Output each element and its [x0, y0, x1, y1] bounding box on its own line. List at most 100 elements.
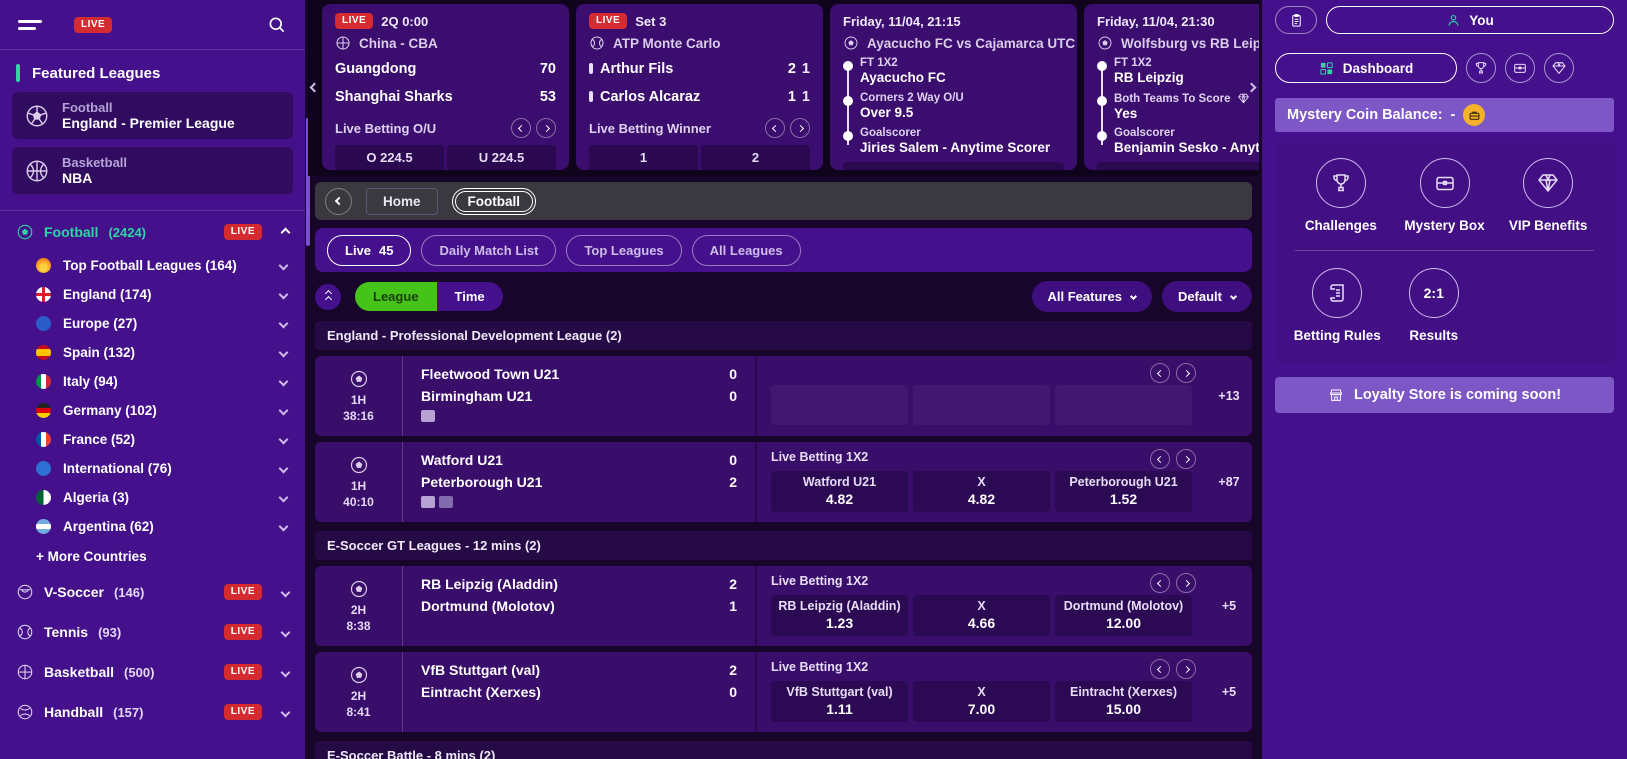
sidebar-item-spain[interactable]: Spain (132) [0, 338, 305, 367]
total-odds-button[interactable]: 5.14 [1097, 162, 1259, 170]
sort-by-time-button[interactable]: Time [436, 282, 503, 311]
market-next-icon[interactable] [790, 118, 810, 138]
match-stats-icon[interactable] [421, 410, 435, 422]
breadcrumb-home[interactable]: Home [366, 187, 438, 215]
sidebar-item-football[interactable]: Football (2424) LIVE [0, 211, 305, 251]
more-markets-button[interactable]: +13 [1218, 389, 1240, 403]
prematch-card-wolfsburg[interactable]: Friday, 11/04, 21:30 Wolfsburg vs RB Lei… [1084, 4, 1259, 170]
market-prev-icon[interactable] [1150, 449, 1170, 469]
live-card-china-cba[interactable]: LIVE 2Q 0:00 China - CBA Guangdong 70 Sha… [322, 4, 569, 170]
chevron-down-icon[interactable] [278, 434, 289, 445]
sidebar-item-france[interactable]: France (52) [0, 425, 305, 454]
challenges-item[interactable]: Challenges [1289, 158, 1393, 233]
odds-button[interactable]: Peterborough U21 1.52 [1055, 471, 1192, 512]
odds-button[interactable]: 11.70 [589, 145, 698, 170]
featured-league-premier-league[interactable]: Football England - Premier League [12, 92, 293, 139]
chevron-down-icon[interactable] [278, 521, 289, 532]
chevron-down-icon[interactable] [280, 587, 291, 597]
chevron-down-icon[interactable] [278, 347, 289, 358]
mystery-box-item[interactable]: Mystery Box [1393, 158, 1497, 233]
vip-benefits-item[interactable]: VIP Benefits [1496, 158, 1600, 233]
carousel-next-icon[interactable] [1246, 78, 1257, 96]
live-card-atp-monte-carlo[interactable]: LIVE Set 3 ATP Monte Carlo Arthur Fils 2 1… [576, 4, 823, 170]
market-next-icon[interactable] [1176, 363, 1196, 383]
odds-button[interactable]: VfB Stuttgart (val) 1.11 [771, 681, 908, 722]
chevron-down-icon[interactable] [280, 627, 291, 637]
back-button[interactable] [325, 187, 352, 215]
match-tracker-icon[interactable] [439, 496, 453, 508]
breadcrumb-current-football[interactable]: Football [451, 187, 537, 215]
sidebar-item-england[interactable]: England (174) [0, 280, 305, 309]
market-prev-icon[interactable] [511, 118, 531, 138]
chevron-down-icon[interactable] [278, 492, 289, 503]
tab-live[interactable]: Live 45 [327, 234, 412, 266]
sort-by-league-button[interactable]: League [355, 282, 437, 311]
chevron-up-icon[interactable] [280, 227, 291, 237]
market-prev-icon[interactable] [1150, 659, 1170, 679]
chevron-down-icon[interactable] [280, 667, 291, 677]
sidebar-item-handball[interactable]: Handball (157) LIVE [0, 692, 305, 732]
more-markets-button[interactable]: +5 [1221, 599, 1237, 613]
chevron-down-icon[interactable] [278, 463, 289, 474]
collapse-all-button[interactable] [315, 283, 341, 310]
odds-button[interactable]: X 7.00 [913, 681, 1050, 722]
all-features-dropdown[interactable]: All Features [1031, 281, 1152, 312]
sidebar-item-italy[interactable]: Italy (94) [0, 367, 305, 396]
sidebar-item-algeria[interactable]: Algeria (3) [0, 483, 305, 512]
more-markets-button[interactable]: +5 [1221, 685, 1237, 699]
sidebar-item-top-football-leagues[interactable]: Top Football Leagues (164) [0, 251, 305, 280]
odds-button[interactable]: RB Leipzig (Aladdin) 1.23 [771, 595, 908, 636]
market-prev-icon[interactable] [1150, 573, 1170, 593]
odds-button[interactable]: 22.20 [701, 145, 810, 170]
results-item[interactable]: 2:1 Results [1386, 268, 1483, 343]
mystery-box-shortcut-button[interactable] [1505, 53, 1535, 83]
more-markets-button[interactable]: +87 [1218, 475, 1240, 489]
odds-button[interactable]: O 224.5 1.81 [335, 145, 444, 170]
odds-button[interactable]: U 224.5 1.85 [447, 145, 556, 170]
sidebar-item-argentina[interactable]: Argentina (62) [0, 512, 305, 541]
sidebar-item-tennis[interactable]: Tennis (93) LIVE [0, 612, 305, 652]
league-group-header[interactable]: E-Soccer Battle - 8 mins (2) [315, 741, 1252, 759]
market-next-icon[interactable] [1176, 573, 1196, 593]
match-row-leipzig-dortmund[interactable]: 2H 8:38 RB Leipzig (Aladdin) 2 Dortmund (… [315, 566, 1252, 646]
market-next-icon[interactable] [1176, 659, 1196, 679]
chevron-down-icon[interactable] [278, 405, 289, 416]
odds-button[interactable]: Watford U21 4.82 [771, 471, 908, 512]
tab-daily-match-list[interactable]: Daily Match List [421, 234, 557, 266]
odds-button[interactable]: X 4.82 [913, 471, 1050, 512]
challenges-shortcut-button[interactable] [1466, 53, 1496, 83]
match-row-fleetwood-birmingham[interactable]: 1H 38:16 Fleetwood Town U21 0 Birmingham … [315, 356, 1252, 436]
carousel-prev-icon[interactable] [309, 78, 320, 96]
market-next-icon[interactable] [1176, 449, 1196, 469]
odds-button[interactable]: X 4.66 [913, 595, 1050, 636]
sidebar-item-germany[interactable]: Germany (102) [0, 396, 305, 425]
match-row-watford-peterborough[interactable]: 1H 40:10 Watford U21 0 Peterborough U21 2 … [315, 442, 1252, 522]
you-button[interactable]: You [1326, 6, 1614, 34]
chevron-down-icon[interactable] [278, 318, 289, 329]
sidebar-item-international[interactable]: International (76) [0, 454, 305, 483]
scrollbar-thumb[interactable] [306, 118, 310, 246]
tab-top-leagues[interactable]: Top Leagues [566, 234, 682, 266]
chevron-down-icon[interactable] [278, 376, 289, 387]
league-group-header[interactable]: E-Soccer GT Leagues - 12 mins (2) [315, 531, 1252, 560]
sidebar-item-v-soccer[interactable]: V-Soccer (146) LIVE [0, 572, 305, 612]
league-group-header[interactable]: England - Professional Development Leagu… [315, 321, 1252, 350]
match-row-stuttgart-eintracht[interactable]: 2H 8:41 VfB Stuttgart (val) 2 Eintracht (… [315, 652, 1252, 732]
betting-rules-item[interactable]: Betting Rules [1289, 268, 1386, 343]
market-prev-icon[interactable] [1150, 363, 1170, 383]
more-countries-button[interactable]: + More Countries [36, 549, 147, 564]
market-next-icon[interactable] [536, 118, 556, 138]
odds-button[interactable]: Dortmund (Molotov) 12.00 [1055, 595, 1192, 636]
sidebar-item-basketball[interactable]: Basketball (500) LIVE [0, 652, 305, 692]
odds-button[interactable]: Eintracht (Xerxes) 15.00 [1055, 681, 1192, 722]
featured-league-nba[interactable]: Basketball NBA [12, 147, 293, 194]
total-odds-button[interactable]: 8.01 [843, 162, 1064, 170]
prematch-card-ayacucho[interactable]: Friday, 11/04, 21:15 Ayacucho FC vs Caja… [830, 4, 1077, 170]
vip-shortcut-button[interactable] [1544, 53, 1574, 83]
search-icon[interactable] [267, 15, 287, 35]
chevron-down-icon[interactable] [278, 289, 289, 300]
sidebar-item-europe[interactable]: Europe (27) [0, 309, 305, 338]
betslip-button[interactable] [1275, 6, 1317, 34]
default-sort-dropdown[interactable]: Default [1161, 281, 1252, 312]
match-stats-icon[interactable] [421, 496, 435, 508]
